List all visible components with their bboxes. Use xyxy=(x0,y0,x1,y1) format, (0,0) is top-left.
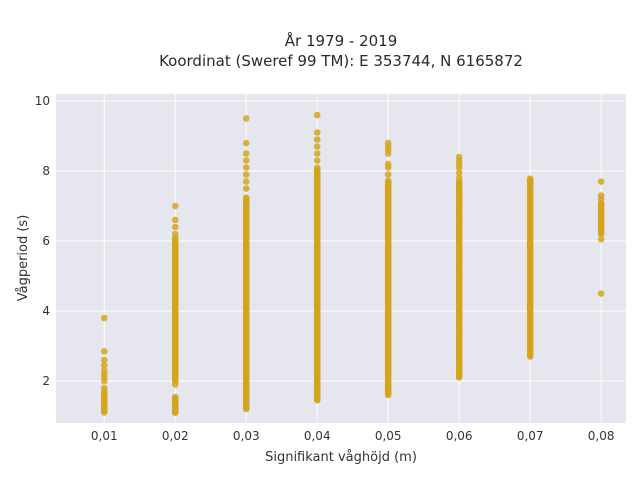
data-point xyxy=(313,143,321,150)
chart-title-line1: År 1979 - 2019 xyxy=(285,31,398,50)
data-point xyxy=(242,164,250,171)
data-point xyxy=(242,115,250,122)
x-tick-label: 0,04 xyxy=(304,429,331,443)
data-point xyxy=(455,153,463,161)
chart-title-line2: Koordinat (Sweref 99 TM): E 353744, N 61… xyxy=(159,52,523,70)
data-points xyxy=(100,111,605,416)
data-point xyxy=(171,202,179,210)
data-point xyxy=(313,129,321,136)
data-point xyxy=(242,178,250,185)
y-tick-label: 10 xyxy=(35,94,50,108)
data-point xyxy=(100,384,108,392)
data-point xyxy=(242,139,250,147)
data-point xyxy=(242,194,250,201)
data-point xyxy=(455,174,463,182)
data-point xyxy=(100,356,108,364)
x-tick-label: 0,05 xyxy=(375,429,402,443)
plot-area xyxy=(56,94,626,423)
data-point xyxy=(100,367,108,374)
data-point xyxy=(384,171,392,178)
data-point xyxy=(455,169,463,177)
y-tick-label: 2 xyxy=(42,374,50,388)
data-point xyxy=(597,290,605,297)
data-point xyxy=(242,150,250,157)
x-tick-label: 0,02 xyxy=(162,429,189,443)
data-point xyxy=(313,164,321,172)
data-point xyxy=(100,347,108,355)
y-tick-label: 8 xyxy=(42,164,50,178)
x-tick-label: 0,03 xyxy=(233,429,260,443)
data-point xyxy=(242,157,250,164)
x-tick-label: 0,01 xyxy=(91,429,118,443)
data-point xyxy=(100,361,108,369)
data-point xyxy=(171,395,179,402)
x-axis-ticks: 0,01 0,02 0,03 0,04 0,05 0,06 0,07 0,08 xyxy=(91,429,615,443)
data-point xyxy=(242,171,250,178)
data-point xyxy=(242,185,250,192)
data-point xyxy=(597,235,605,243)
data-point xyxy=(171,230,179,238)
data-point xyxy=(384,160,392,168)
y-tick-label: 6 xyxy=(42,234,50,248)
y-axis-title: Vågperiod (s) xyxy=(16,215,31,302)
x-tick-label: 0,07 xyxy=(517,429,544,443)
data-point xyxy=(100,314,108,322)
data-point xyxy=(171,216,179,224)
x-tick-label: 0,08 xyxy=(588,429,615,443)
data-point xyxy=(597,192,605,199)
x-tick-label: 0,06 xyxy=(446,429,473,443)
data-point xyxy=(313,136,321,143)
data-point xyxy=(171,223,179,231)
data-point xyxy=(526,175,534,182)
data-point xyxy=(171,381,179,388)
data-point xyxy=(313,111,321,119)
data-point xyxy=(384,177,392,185)
data-point xyxy=(384,139,392,147)
x-axis-title: Signifikant våghöjd (m) xyxy=(265,450,417,465)
data-point xyxy=(597,178,605,185)
data-point xyxy=(313,157,321,164)
y-axis-ticks: 2 4 6 8 10 xyxy=(35,94,50,388)
y-tick-label: 4 xyxy=(42,304,50,318)
data-point xyxy=(313,150,321,157)
